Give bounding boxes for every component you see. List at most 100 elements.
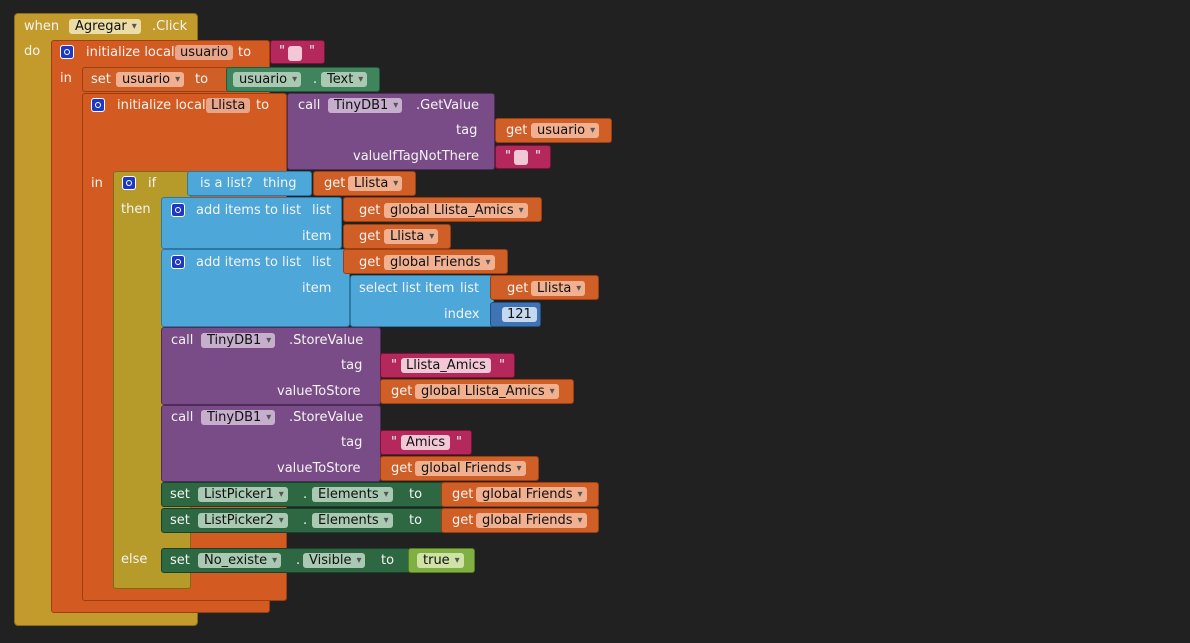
call-label: call bbox=[298, 98, 321, 113]
event-name-label: .Click bbox=[152, 19, 188, 34]
amics-text-field[interactable]: Amics bbox=[401, 435, 451, 450]
get-label-7: get bbox=[391, 384, 413, 399]
tag-label: tag bbox=[456, 123, 478, 138]
global-friends-dropdown-4[interactable]: global Friends bbox=[476, 513, 587, 528]
init-to-label-2: to bbox=[256, 98, 270, 113]
text-open-quote: " bbox=[279, 44, 285, 59]
set-label-2: set bbox=[170, 487, 190, 502]
if-label: if bbox=[148, 176, 157, 191]
listpicker1-dropdown[interactable]: ListPicker1 bbox=[198, 487, 288, 502]
is-a-list-label: is a list? bbox=[200, 176, 253, 191]
mutator-gear-icon[interactable] bbox=[60, 45, 74, 59]
do-label: do bbox=[24, 44, 41, 59]
add-items-mutator-gear-icon-2[interactable] bbox=[171, 255, 185, 269]
get-llista-dropdown[interactable]: Llista bbox=[348, 176, 403, 191]
add-items-to-list-block-1[interactable] bbox=[161, 197, 342, 249]
dot-label-4: . bbox=[296, 553, 301, 568]
get-label-3: get bbox=[359, 203, 381, 218]
value-if-tag-not-there-label: valueIfTagNotThere bbox=[353, 149, 479, 164]
add-items-label-1: add items to list bbox=[196, 203, 302, 218]
get-label: get bbox=[506, 123, 528, 138]
set-to-label-3: to bbox=[409, 513, 423, 528]
tinydb-component-dropdown[interactable]: TinyDB1 bbox=[328, 98, 403, 113]
item-label-1: item bbox=[302, 229, 332, 244]
empty-text-field-2[interactable] bbox=[514, 150, 528, 165]
init-local-label: initialize local bbox=[86, 45, 175, 60]
call-label-2: call bbox=[171, 333, 194, 348]
get-llista-dropdown-2[interactable]: Llista bbox=[384, 229, 439, 244]
if-mutator-gear-icon[interactable] bbox=[122, 176, 136, 190]
text-amics-block[interactable] bbox=[380, 430, 472, 455]
text-open-quote-3: " bbox=[391, 358, 397, 373]
list-label-2: list bbox=[312, 255, 332, 270]
dot-label-2: . bbox=[303, 487, 308, 502]
value-to-store-label-1: valueToStore bbox=[277, 384, 361, 399]
tinydb-component-dropdown-2[interactable]: TinyDB1 bbox=[201, 333, 276, 348]
true-value-dropdown[interactable]: true bbox=[417, 553, 464, 568]
get-label-10: get bbox=[452, 513, 474, 528]
add-items-mutator-gear-icon-1[interactable] bbox=[171, 203, 185, 217]
visible-property-dropdown[interactable]: Visible bbox=[303, 553, 366, 568]
else-label: else bbox=[121, 552, 148, 567]
thing-label: thing bbox=[263, 176, 297, 191]
list-label-1: list bbox=[312, 203, 332, 218]
getvalue-method-label: .GetValue bbox=[416, 98, 480, 113]
is-a-list-block[interactable] bbox=[187, 171, 312, 196]
usuario-var-name-field[interactable]: usuario bbox=[175, 45, 234, 60]
get-label-8: get bbox=[391, 461, 413, 476]
tinydb-component-dropdown-3[interactable]: TinyDB1 bbox=[201, 410, 276, 425]
listpicker2-dropdown[interactable]: ListPicker2 bbox=[198, 513, 288, 528]
get-label-6: get bbox=[507, 281, 529, 296]
elements-property-dropdown-2[interactable]: Elements bbox=[312, 513, 393, 528]
select-list-item-block[interactable] bbox=[350, 275, 494, 327]
set-to-label-2: to bbox=[409, 487, 423, 502]
text-open-quote-2: " bbox=[505, 149, 511, 164]
dot-label: . bbox=[313, 72, 318, 87]
global-llista-amics-dropdown-2[interactable]: global Llista_Amics bbox=[415, 384, 559, 399]
set-usuario-var-dropdown[interactable]: usuario bbox=[116, 72, 185, 87]
llista-var-name-field[interactable]: Llista bbox=[206, 98, 251, 113]
global-llista-amics-dropdown[interactable]: global Llista_Amics bbox=[384, 203, 528, 218]
llista-amics-text-field[interactable]: Llista_Amics bbox=[401, 358, 491, 373]
no-existe-dropdown[interactable]: No_existe bbox=[198, 553, 282, 568]
get-llista-dropdown-3[interactable]: Llista bbox=[531, 281, 586, 296]
global-friends-dropdown-3[interactable]: global Friends bbox=[476, 487, 587, 502]
select-list-label: list bbox=[460, 281, 480, 296]
when-label: when bbox=[24, 19, 60, 34]
set-label: set bbox=[91, 72, 111, 87]
set-label-3: set bbox=[170, 513, 190, 528]
text-close-quote-4: " bbox=[456, 435, 462, 450]
text-property-dropdown[interactable]: Text bbox=[321, 72, 368, 87]
index-number-field[interactable]: 121 bbox=[502, 307, 537, 322]
call-label-3: call bbox=[171, 410, 194, 425]
tag-label-3: tag bbox=[341, 435, 363, 450]
in-label-llista: in bbox=[91, 176, 103, 191]
global-friends-dropdown-2[interactable]: global Friends bbox=[415, 461, 526, 476]
select-list-item-label: select list item bbox=[359, 281, 455, 296]
text-close-quote-2: " bbox=[535, 149, 541, 164]
text-close-quote: " bbox=[309, 44, 315, 59]
get-label-5: get bbox=[359, 255, 381, 270]
set-to-label: to bbox=[195, 72, 209, 87]
global-friends-dropdown[interactable]: global Friends bbox=[384, 255, 495, 270]
init-to-label: to bbox=[238, 45, 252, 60]
get-usuario-dropdown[interactable]: usuario bbox=[531, 123, 600, 138]
item-label-2: item bbox=[302, 281, 332, 296]
storevalue-method-label-2: .StoreValue bbox=[289, 410, 364, 425]
get-label-9: get bbox=[452, 487, 474, 502]
get-label-2: get bbox=[324, 176, 346, 191]
empty-text-field[interactable] bbox=[288, 46, 302, 61]
usuario-component-dropdown[interactable]: usuario bbox=[233, 72, 302, 87]
get-label-4: get bbox=[359, 229, 381, 244]
value-to-store-label-2: valueToStore bbox=[277, 461, 361, 476]
init-local-label-2: initialize local bbox=[117, 98, 206, 113]
storevalue-method-label-1: .StoreValue bbox=[289, 333, 364, 348]
elements-property-dropdown-1[interactable]: Elements bbox=[312, 487, 393, 502]
event-component-dropdown[interactable]: Agregar bbox=[69, 19, 141, 34]
then-label: then bbox=[121, 202, 151, 217]
in-label-usuario: in bbox=[60, 71, 72, 86]
add-items-label-2: add items to list bbox=[196, 255, 302, 270]
add-items-to-list-block-2[interactable] bbox=[161, 249, 350, 327]
mutator-gear-icon-2[interactable] bbox=[91, 98, 105, 112]
text-close-quote-3: " bbox=[499, 358, 505, 373]
